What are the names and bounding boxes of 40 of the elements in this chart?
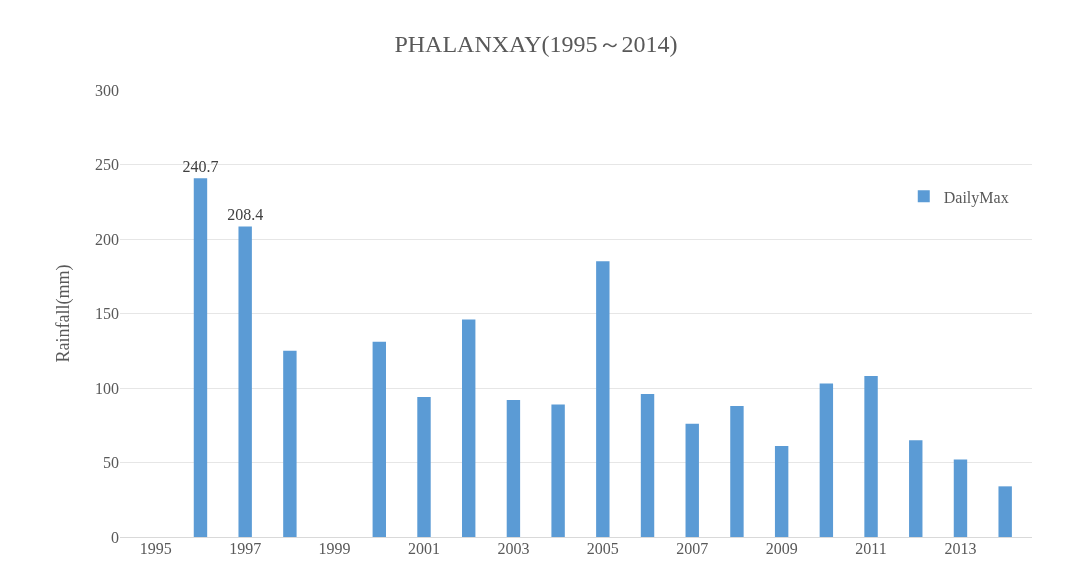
bar bbox=[909, 440, 923, 537]
bar bbox=[462, 319, 476, 537]
x-tick-label: 2005 bbox=[586, 540, 619, 557]
y-axis-title: Rainfall(mm) bbox=[53, 264, 75, 363]
bar bbox=[417, 396, 431, 537]
y-tick-label: 100 bbox=[95, 379, 119, 397]
y-tick-label: 300 bbox=[95, 81, 119, 99]
x-tick-label: 1999 bbox=[318, 540, 351, 557]
x-tick-label: 1995 bbox=[139, 540, 172, 557]
y-tick-label: 250 bbox=[95, 156, 119, 174]
bar bbox=[864, 376, 878, 537]
bar bbox=[596, 261, 610, 537]
x-tick-label: 2007 bbox=[676, 540, 709, 557]
bar bbox=[193, 178, 208, 537]
x-tick-label: 2011 bbox=[855, 540, 887, 557]
y-tick-label: 0 bbox=[111, 528, 119, 546]
y-tick-label: 50 bbox=[103, 454, 119, 472]
bar bbox=[551, 404, 565, 537]
bar bbox=[238, 226, 252, 537]
data-label: 240.7 bbox=[182, 158, 219, 176]
chart-title: PHALANXAY(1995～2014) bbox=[394, 30, 678, 57]
bar bbox=[506, 399, 521, 537]
x-tick-label: 2003 bbox=[497, 540, 530, 557]
y-tick-label: 150 bbox=[95, 305, 119, 323]
bar bbox=[685, 423, 699, 537]
x-tick-label: 2009 bbox=[765, 540, 798, 557]
legend-label: DailyMax bbox=[943, 188, 1009, 207]
bar bbox=[372, 341, 386, 537]
x-tick-label: 2001 bbox=[408, 540, 440, 557]
x-tick-label: 2013 bbox=[944, 540, 977, 557]
bar bbox=[640, 393, 655, 537]
bar bbox=[819, 383, 834, 537]
bar bbox=[730, 405, 744, 537]
bar bbox=[953, 459, 968, 537]
data-label: 208.4 bbox=[227, 206, 264, 224]
x-tick-label: 1997 bbox=[229, 540, 262, 557]
bar bbox=[283, 350, 297, 537]
bar bbox=[998, 486, 1012, 537]
y-tick-label: 200 bbox=[95, 230, 119, 248]
bar bbox=[774, 446, 789, 537]
